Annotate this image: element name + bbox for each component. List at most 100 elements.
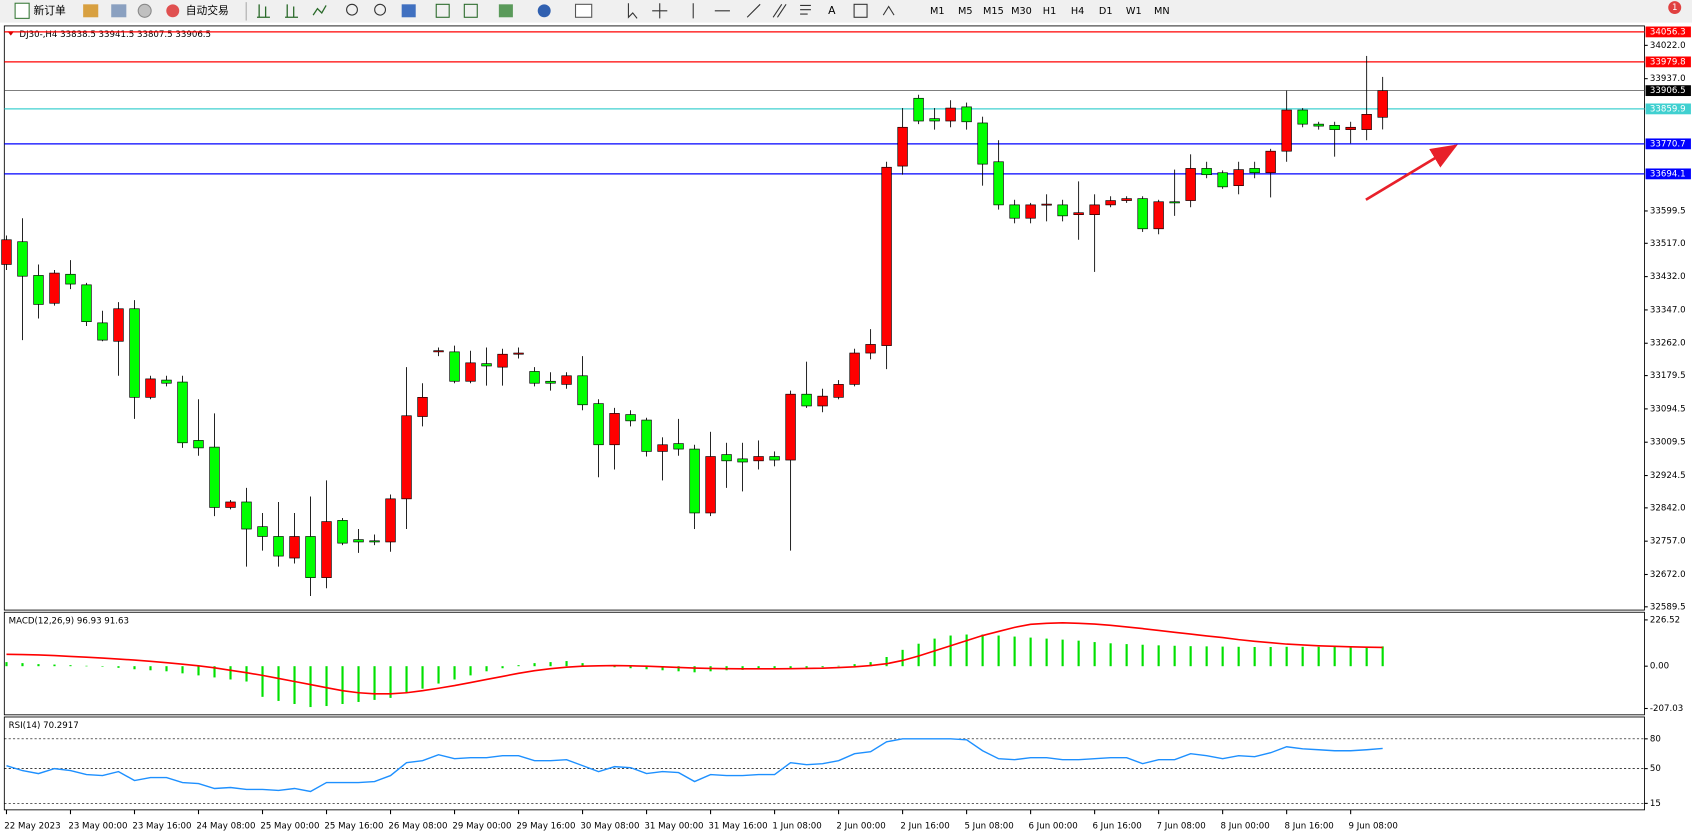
candle-body — [289, 536, 300, 559]
y-tick-label: 226.52 — [1650, 615, 1680, 625]
toolbar-icon[interactable] — [83, 4, 99, 18]
tile-icon[interactable] — [401, 4, 416, 18]
macd-bar — [1061, 639, 1064, 667]
templates-icon[interactable] — [574, 3, 593, 18]
zoom-out-icon[interactable] — [374, 3, 387, 16]
x-tick-label: 26 May 08:00 — [388, 822, 447, 832]
candle-body — [1073, 212, 1084, 216]
candle-body — [529, 371, 540, 384]
candle-body — [433, 350, 444, 353]
line-chart-icon[interactable] — [312, 5, 327, 16]
timeframe-button[interactable]: M1 — [930, 6, 945, 17]
candle-body — [1185, 168, 1196, 201]
candle-body — [1137, 198, 1148, 230]
candle-body — [81, 284, 92, 323]
crosshair-icon[interactable] — [652, 3, 668, 19]
candle-body — [1105, 200, 1116, 206]
candle-body — [753, 456, 764, 462]
macd-bar — [69, 665, 72, 667]
macd-bar — [645, 666, 648, 670]
macd-bar — [837, 665, 840, 667]
candle-body — [993, 161, 1004, 206]
chart-area — [0, 22, 1692, 839]
notification-badge[interactable] — [1668, 1, 1682, 15]
macd-bar — [165, 666, 168, 672]
candle-body — [273, 536, 284, 557]
candle-body — [657, 444, 668, 452]
macd-bar — [85, 665, 88, 667]
y-tick-label: 0.00 — [1650, 662, 1669, 672]
candle-body — [609, 413, 620, 446]
scroll-icon[interactable] — [435, 3, 450, 18]
candle-body — [577, 375, 588, 406]
chart-title: DJ30-,H4 33838.5 33941.5 33807.5 33906.5 — [19, 30, 211, 40]
timeframe-button[interactable]: M30 — [1011, 6, 1032, 17]
candle-body — [737, 458, 748, 463]
timeframe-button[interactable]: M5 — [958, 6, 973, 17]
toolbar-icon[interactable] — [111, 4, 127, 18]
zoom-in-icon[interactable] — [346, 3, 358, 16]
macd-bar — [613, 666, 616, 668]
auto-trading-button[interactable]: 自动交易 — [186, 4, 229, 17]
y-tick-label: 32672.0 — [1650, 570, 1686, 580]
macd-bar — [1285, 646, 1288, 667]
price-label: 34056.3 — [1650, 27, 1686, 37]
macd-bar — [133, 666, 136, 670]
candle-body — [1345, 126, 1356, 130]
macd-bar — [1333, 646, 1336, 667]
macd-bar — [981, 634, 984, 667]
macd-bar — [453, 666, 456, 680]
candle-body — [481, 363, 492, 367]
draw-line-icons[interactable] — [692, 3, 761, 19]
candle-body — [897, 126, 908, 167]
candle-body — [321, 521, 332, 578]
candle-chart-icon[interactable] — [285, 4, 299, 18]
timeframe-button[interactable]: H4 — [1071, 6, 1084, 17]
macd-bar — [1301, 646, 1304, 667]
timeframe-button[interactable]: W1 — [1126, 6, 1142, 17]
macd-bar — [101, 666, 104, 667]
x-tick-label: 2 Jun 00:00 — [836, 822, 885, 832]
macd-bar — [389, 666, 392, 698]
shift-icon[interactable] — [463, 3, 478, 18]
y-tick-label: 32924.5 — [1650, 471, 1686, 481]
timeframe-button[interactable]: MN — [1154, 6, 1170, 17]
new-order-button[interactable]: 新订单 — [33, 4, 66, 17]
macd-bar — [501, 666, 504, 669]
x-tick-label: 30 May 08:00 — [580, 822, 639, 832]
price-label: 33859.9 — [1650, 104, 1686, 114]
cursor-icon[interactable] — [627, 3, 638, 19]
timeframe-button[interactable]: M15 — [983, 6, 1004, 17]
macd-bar — [629, 666, 632, 669]
y-tick-label: 33432.0 — [1650, 272, 1686, 282]
channel-icons[interactable] — [772, 4, 811, 18]
candle-body — [337, 520, 348, 544]
x-tick-label: 8 Jun 00:00 — [1220, 822, 1269, 832]
macd-bar — [341, 666, 344, 704]
candle-body — [33, 275, 44, 305]
candle-body — [1297, 109, 1308, 125]
text-tool[interactable]: A — [828, 4, 836, 17]
new-order-icon[interactable] — [14, 2, 30, 19]
candle-body — [177, 381, 188, 444]
macd-bar — [21, 663, 24, 667]
macd-bar — [149, 666, 152, 671]
macd-bar — [677, 666, 680, 672]
macd-bar — [853, 664, 856, 667]
arrow-tool[interactable] — [882, 5, 895, 16]
bar-chart-icon[interactable] — [256, 4, 270, 18]
auto-trading-icon[interactable] — [166, 4, 180, 18]
label-tool[interactable] — [853, 3, 868, 18]
candle-body — [913, 97, 924, 122]
macd-bar — [1093, 642, 1096, 667]
macd-bar — [1349, 646, 1352, 667]
timeframe-button[interactable]: H1 — [1043, 6, 1056, 17]
x-tick-label: 29 May 00:00 — [452, 822, 511, 832]
candle-body — [625, 414, 636, 422]
toolbar-icon[interactable] — [137, 3, 152, 18]
candle-body — [1089, 204, 1100, 216]
periods-icon[interactable] — [537, 4, 551, 18]
indicators-icon[interactable] — [498, 4, 513, 18]
timeframe-button[interactable]: D1 — [1099, 6, 1113, 17]
